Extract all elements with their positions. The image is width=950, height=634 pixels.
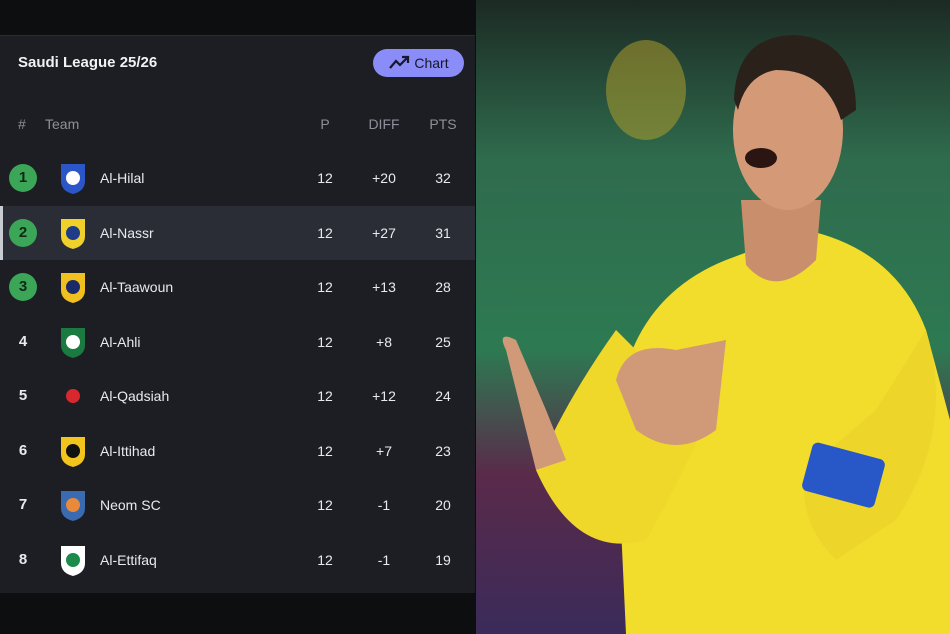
team-logo bbox=[61, 491, 85, 521]
team-logo bbox=[61, 382, 85, 412]
chart-icon bbox=[389, 55, 410, 69]
team-name: Al-Hilal bbox=[100, 170, 145, 186]
played: 12 bbox=[317, 388, 333, 404]
rank: 3 bbox=[9, 273, 37, 301]
table-row[interactable]: 8 Al-Ettifaq 12 -1 19 bbox=[0, 533, 475, 587]
table-row[interactable]: 3 Al-Taawoun 12 +13 28 bbox=[0, 260, 475, 314]
points: 20 bbox=[435, 497, 451, 513]
points: 28 bbox=[435, 279, 451, 295]
chart-button-label: Chart bbox=[414, 55, 449, 71]
points: 25 bbox=[435, 333, 451, 350]
points: 23 bbox=[435, 442, 451, 459]
goal-diff: +13 bbox=[372, 279, 396, 295]
goal-diff: +12 bbox=[372, 388, 396, 404]
team-name: Al-Ittihad bbox=[100, 442, 156, 459]
team-logo bbox=[61, 436, 85, 467]
team-name: Al-Ettifaq bbox=[100, 551, 157, 568]
player-photo bbox=[476, 0, 950, 634]
table-row[interactable]: 7 Neom SC 12 -1 20 bbox=[0, 478, 475, 532]
points: 24 bbox=[435, 388, 451, 404]
goal-diff: -1 bbox=[377, 497, 391, 513]
goal-diff: +8 bbox=[376, 333, 392, 350]
table-row[interactable]: 6 Al-Ittihad 12 +7 23 bbox=[0, 424, 475, 478]
points: 31 bbox=[435, 224, 451, 241]
table-row[interactable]: 4 Al-Ahli 12 +8 25 bbox=[0, 315, 475, 369]
rank: 4 bbox=[18, 332, 28, 350]
played: 12 bbox=[317, 333, 333, 350]
team-name: Al-Qadsiah bbox=[100, 388, 170, 404]
rank: 7 bbox=[18, 496, 28, 513]
team-name: Al-Ahli bbox=[100, 333, 141, 350]
standings-panel: Saudi League 25/26 Chart # Team P DIFF P… bbox=[0, 35, 475, 593]
played: 12 bbox=[317, 170, 333, 186]
team-name: Al-Taawoun bbox=[100, 279, 174, 295]
played: 12 bbox=[317, 442, 333, 459]
chart-button[interactable]: Chart bbox=[373, 49, 464, 77]
team-logo bbox=[61, 327, 85, 358]
goal-diff: -1 bbox=[377, 551, 391, 568]
team-name: Al-Nassr bbox=[100, 224, 154, 241]
team-logo bbox=[61, 218, 85, 249]
rank: 1 bbox=[9, 164, 37, 192]
table-row[interactable]: 1 Al-Hilal 12 +20 32 bbox=[0, 151, 475, 205]
column-header: PTS bbox=[429, 116, 457, 132]
points: 32 bbox=[435, 170, 451, 186]
table-row[interactable]: 2 Al-Nassr 12 +27 31 bbox=[0, 205, 475, 260]
goal-diff: +7 bbox=[376, 442, 392, 459]
points: 19 bbox=[435, 551, 451, 568]
played: 12 bbox=[317, 497, 333, 513]
goal-diff: +27 bbox=[372, 224, 396, 241]
league-title: Saudi League 25/26 bbox=[18, 54, 158, 71]
rank: 2 bbox=[9, 218, 37, 247]
table-row[interactable]: 5 Al-Qadsiah 12 +12 24 bbox=[0, 369, 475, 423]
played: 12 bbox=[317, 224, 333, 241]
column-header: P bbox=[320, 116, 330, 132]
rank: 6 bbox=[18, 441, 28, 459]
team-logo bbox=[61, 164, 85, 194]
team-logo bbox=[61, 273, 85, 303]
rank: 5 bbox=[18, 387, 28, 404]
team-logo bbox=[61, 545, 85, 576]
played: 12 bbox=[317, 279, 333, 295]
rank: 8 bbox=[18, 550, 28, 568]
played: 12 bbox=[317, 551, 333, 568]
team-name: Neom SC bbox=[100, 497, 161, 513]
column-header: Team bbox=[45, 116, 80, 132]
goal-diff: +20 bbox=[372, 170, 396, 186]
column-header: # bbox=[18, 116, 26, 132]
column-header: DIFF bbox=[368, 116, 400, 132]
